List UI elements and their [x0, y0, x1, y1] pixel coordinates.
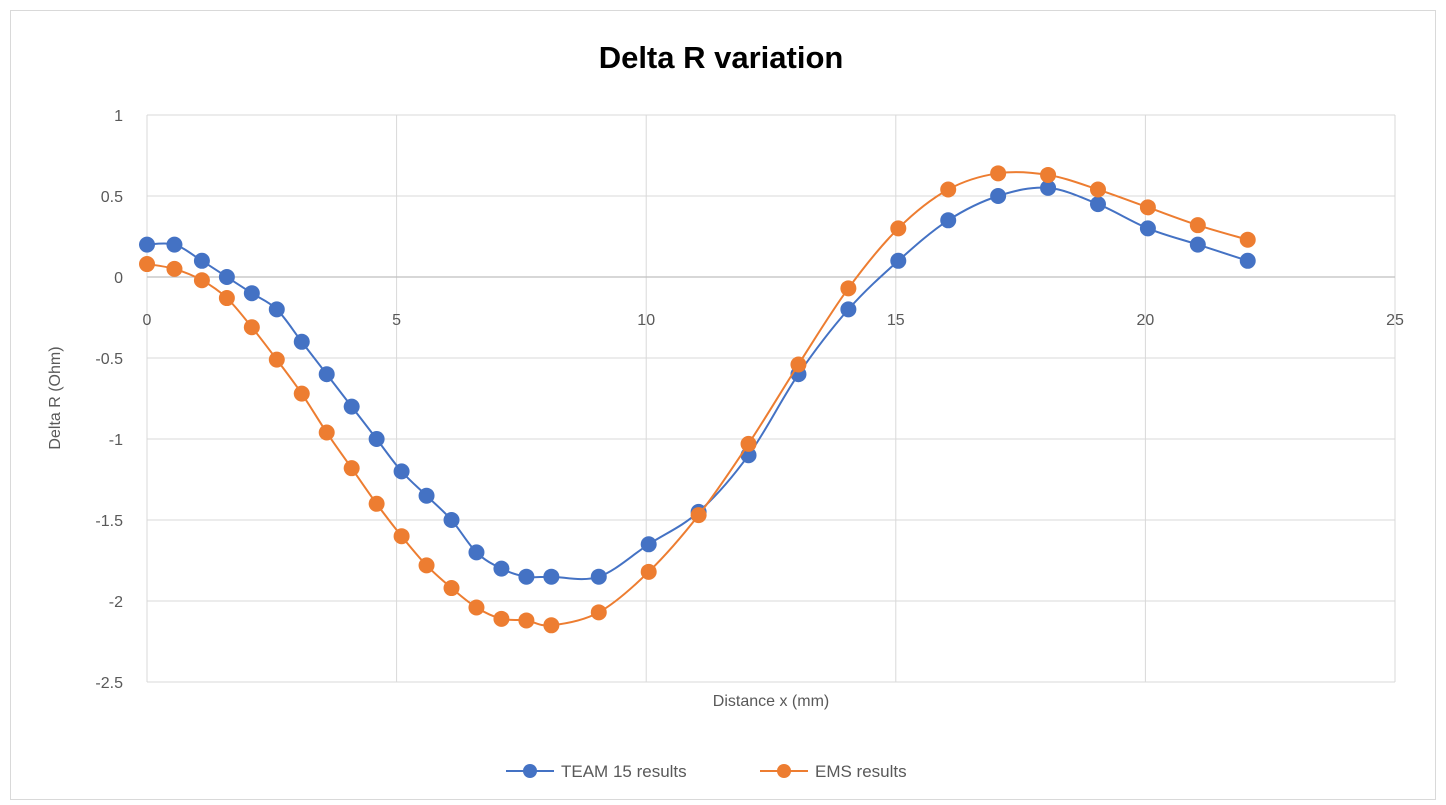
data-point: [518, 612, 535, 629]
data-point: [1040, 179, 1057, 196]
y-tick-label: -2: [109, 594, 123, 611]
series-0: [139, 179, 1256, 585]
data-point: [139, 236, 155, 253]
data-point: [218, 290, 235, 307]
data-point: [890, 220, 907, 237]
series-layer: [139, 165, 1256, 634]
y-tick-label: -1: [109, 432, 123, 449]
y-tick-label: 1: [114, 108, 123, 125]
data-point: [318, 366, 335, 383]
data-point: [1139, 199, 1156, 216]
x-tick-label: 10: [637, 312, 655, 329]
data-point: [890, 252, 907, 269]
data-point: [840, 280, 857, 297]
data-point: [293, 333, 310, 350]
data-point: [1239, 252, 1256, 269]
y-tick-label: 0.5: [101, 189, 123, 206]
data-point: [840, 301, 857, 318]
data-point: [493, 610, 510, 627]
data-point: [790, 356, 807, 373]
chart-title: Delta R variation: [599, 40, 844, 75]
data-point: [166, 260, 183, 277]
series-line: [146, 171, 1249, 627]
data-point: [590, 568, 607, 585]
tick-labels: 1 0.5 0 -0.5 -1 -1.5 -2 -2.5 0 5 10 15 20 25: [95, 108, 1404, 692]
axes: [147, 276, 1395, 683]
data-point: [343, 460, 360, 477]
data-point: [690, 507, 707, 524]
legend-marker: [777, 764, 791, 778]
data-point: [1089, 196, 1106, 213]
data-point: [1239, 231, 1256, 248]
data-point: [468, 544, 485, 561]
data-point: [940, 212, 957, 229]
data-point: [1189, 236, 1206, 253]
data-point: [318, 424, 335, 441]
gridlines: [146, 114, 1396, 683]
x-tick-label: 25: [1386, 312, 1404, 329]
chart-area: [10, 10, 1436, 800]
data-point: [543, 568, 560, 585]
legend: TEAM 15 results EMS results: [506, 762, 907, 781]
y-tick-label: -0.5: [95, 351, 123, 368]
data-point: [139, 256, 155, 273]
legend-label: TEAM 15 results: [561, 762, 687, 781]
data-point: [1139, 220, 1156, 237]
data-point: [640, 536, 657, 553]
y-tick-label: -1.5: [95, 513, 123, 530]
x-tick-label: 5: [392, 312, 401, 329]
legend-label: EMS results: [815, 762, 907, 781]
data-point: [166, 236, 183, 253]
data-point: [1189, 217, 1206, 234]
data-point: [393, 463, 410, 480]
y-tick-label: 0: [114, 270, 123, 287]
data-point: [990, 188, 1007, 204]
data-point: [368, 431, 385, 447]
data-point: [443, 580, 460, 597]
data-point: [418, 487, 435, 504]
x-tick-label: 15: [887, 312, 905, 329]
data-point: [518, 568, 535, 585]
x-tick-label: 0: [143, 312, 152, 329]
data-point: [243, 285, 260, 302]
data-point: [268, 301, 285, 318]
data-point: [193, 272, 210, 289]
data-point: [493, 560, 510, 577]
data-point: [1089, 181, 1106, 198]
data-point: [268, 351, 285, 368]
x-axis-title: Distance x (mm): [713, 693, 829, 710]
data-point: [218, 269, 235, 285]
data-point: [343, 398, 360, 415]
data-point: [640, 563, 657, 580]
data-point: [590, 604, 607, 621]
legend-item: EMS results: [760, 762, 907, 781]
data-point: [418, 557, 435, 574]
data-point: [393, 528, 410, 545]
data-point: [1040, 166, 1057, 183]
legend-marker: [523, 764, 537, 778]
y-axis-title: Delta R (Ohm): [47, 346, 64, 449]
data-point: [293, 385, 310, 402]
series-1: [139, 165, 1256, 634]
data-point: [468, 599, 485, 616]
x-tick-label: 20: [1137, 312, 1155, 329]
data-point: [443, 512, 460, 528]
data-point: [940, 181, 957, 198]
legend-item: TEAM 15 results: [506, 762, 687, 781]
data-point: [243, 319, 260, 336]
data-point: [543, 617, 560, 634]
data-point: [740, 435, 757, 452]
y-tick-label: -2.5: [95, 675, 123, 692]
data-point: [990, 165, 1007, 182]
data-point: [193, 252, 210, 269]
data-point: [368, 495, 385, 512]
